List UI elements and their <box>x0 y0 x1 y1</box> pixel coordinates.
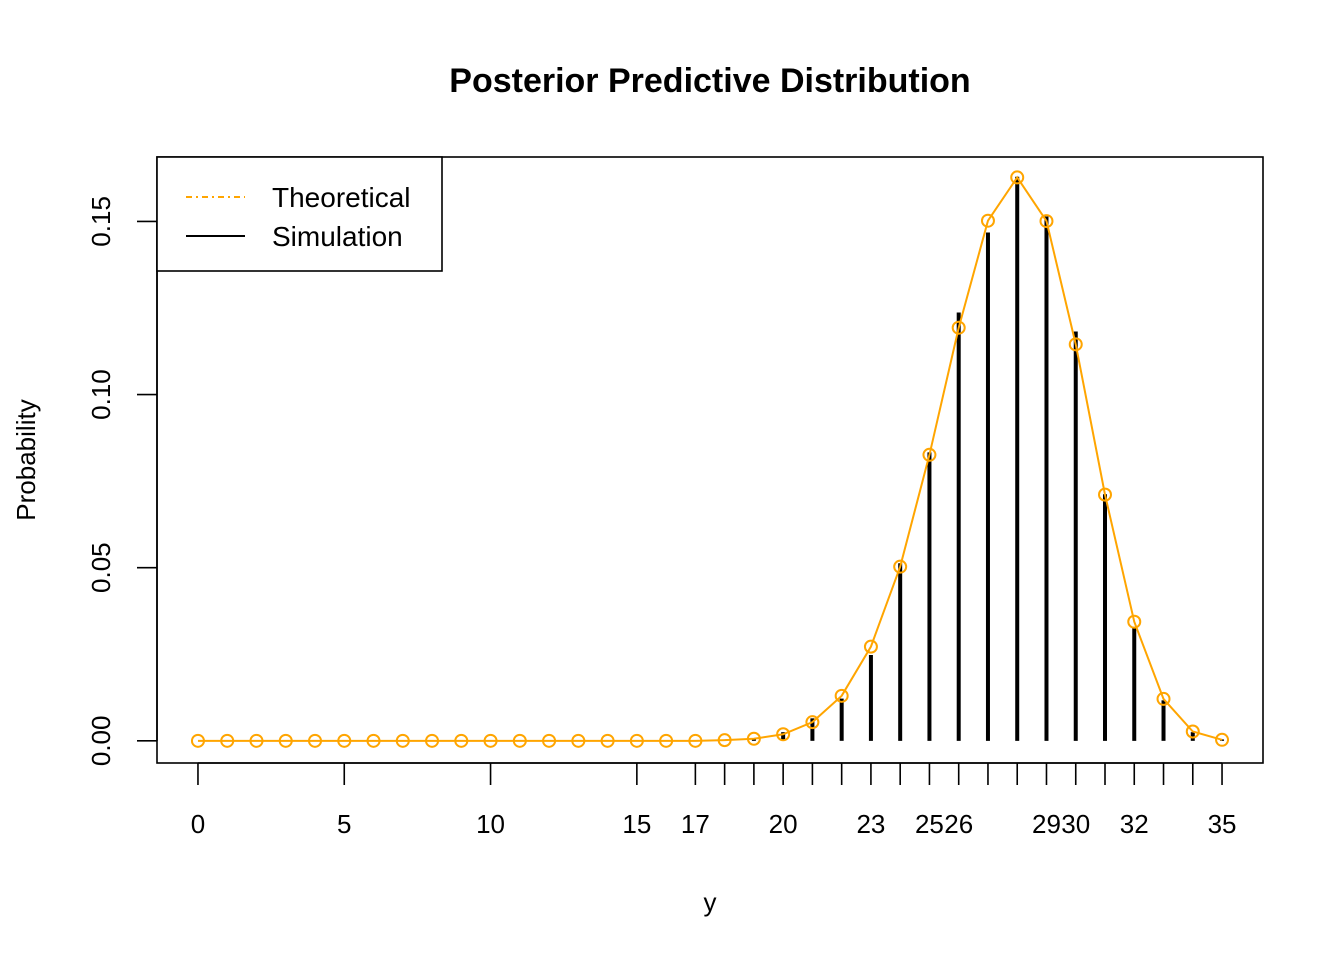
theoretical-point <box>220 733 235 748</box>
theoretical-point <box>600 733 615 748</box>
theoretical-point <box>1098 487 1112 502</box>
theoretical-point <box>659 733 674 748</box>
x-tick-label: 15 <box>622 809 651 839</box>
x-tick-label: 30 <box>1061 809 1090 839</box>
y-tick-label: 0.05 <box>86 542 116 593</box>
theoretical-point <box>980 213 995 228</box>
x-tick-label: 32 <box>1120 809 1149 839</box>
legend-simulation-label: Simulation <box>272 221 403 252</box>
x-tick-label: 0 <box>191 809 205 839</box>
theoretical-point <box>337 733 352 748</box>
theoretical-point <box>1068 337 1083 352</box>
theoretical-point <box>893 559 908 574</box>
theoretical-point <box>1215 732 1230 747</box>
x-tick-label: 25 <box>915 809 944 839</box>
y-axis-label: Probability <box>11 399 41 520</box>
theoretical-point <box>278 733 293 748</box>
theoretical-point <box>951 320 966 335</box>
theoretical-point <box>834 688 849 703</box>
theoretical-point <box>717 733 732 748</box>
theoretical-point <box>512 733 527 748</box>
x-tick-label: 10 <box>476 809 505 839</box>
y-tick-label: 0.00 <box>86 716 116 767</box>
legend-theoretical-label: Theoretical <box>272 182 411 213</box>
theoretical-point <box>454 733 469 748</box>
x-tick-label: 5 <box>337 809 351 839</box>
theoretical-point <box>1039 214 1054 229</box>
theoretical-point <box>483 733 498 748</box>
chart-title: Posterior Predictive Distribution <box>449 62 970 100</box>
theoretical-point <box>366 733 381 748</box>
x-axis: 0 5 10 15 17 20 23 25 26 29 30 32 35 <box>191 762 1237 839</box>
x-tick-label: 23 <box>856 809 885 839</box>
theoretical-point <box>805 715 820 730</box>
theoretical-point <box>249 733 264 748</box>
theoretical-point <box>1185 724 1200 739</box>
theoretical-series <box>190 170 1230 748</box>
theoretical-point <box>425 733 440 748</box>
theoretical-point <box>863 639 878 654</box>
theoretical-point <box>571 733 586 748</box>
theoretical-point <box>1010 170 1025 185</box>
legend: Theoretical Simulation <box>156 156 443 272</box>
y-tick-label: 0.10 <box>86 369 116 420</box>
theoretical-point <box>746 731 761 746</box>
y-axis: 0.00 0.05 0.10 0.15 <box>86 196 158 767</box>
x-tick-label: 17 <box>681 809 710 839</box>
x-tick-label: 29 <box>1032 809 1061 839</box>
x-tick-label: 20 <box>769 809 798 839</box>
theoretical-point <box>629 733 644 748</box>
legend-box <box>156 156 443 272</box>
theoretical-point <box>190 733 205 748</box>
theoretical-line <box>197 175 1223 742</box>
theoretical-point <box>776 727 791 742</box>
theoretical-point <box>1156 691 1171 706</box>
simulation-bars <box>693 176 1225 741</box>
theoretical-point <box>922 447 937 462</box>
x-tick-label: 35 <box>1208 809 1237 839</box>
y-tick-label: 0.15 <box>86 196 116 247</box>
x-axis-label: y <box>704 887 717 917</box>
theoretical-point <box>542 733 557 748</box>
theoretical-point <box>308 733 322 748</box>
theoretical-point <box>688 733 703 748</box>
x-tick-label: 26 <box>944 809 973 839</box>
theoretical-point <box>1127 614 1142 629</box>
theoretical-point <box>395 733 410 748</box>
